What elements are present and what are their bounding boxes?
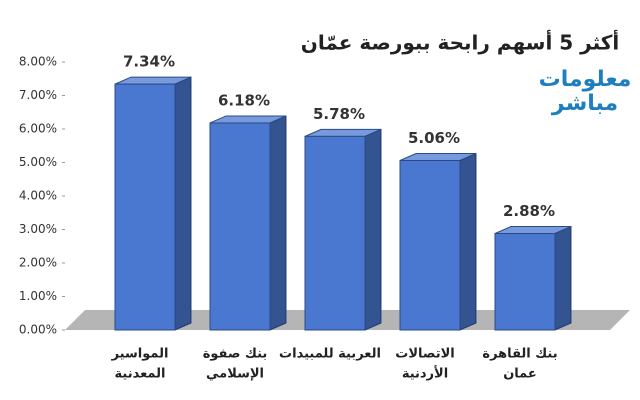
x-tick-label: الأردنية [402,365,448,382]
logo-line: مباشر [551,91,618,116]
bar [209,122,271,331]
x-tick-label: الإسلامي [206,367,264,382]
value-label: 6.18% [218,91,270,109]
y-tick-label: 3.00% [19,222,57,236]
y-tick-label: 5.00% [19,155,57,169]
value-label: 2.88% [503,202,555,220]
bar [304,135,366,331]
x-tick-label: عمان [503,367,537,382]
bar-side-shade [555,226,571,330]
x-tick-label: المعدنية [115,367,166,382]
y-tick-label: 8.00% [19,55,57,69]
y-tick-label: 2.00% [19,256,57,270]
x-tick-label: المواسير [111,347,169,362]
chart-title: أكثر 5 أسهم رابحة ببورصة عمّان [301,29,620,55]
value-label: 5.78% [313,105,365,123]
y-tick-label: 4.00% [19,189,57,203]
bar-side-shade [175,77,191,330]
bar [399,159,461,331]
bar-side-shade [460,153,476,330]
logo-line: معلومات [539,67,632,92]
bar [114,83,176,331]
bar-side-shade [270,115,286,330]
y-tick-label: 1.00% [19,289,57,303]
y-tick-label: 7.00% [19,88,57,102]
bar [494,233,556,331]
x-tick-label: بنك صفوة [203,347,268,362]
value-label: 7.34% [123,53,175,71]
bar-side-shade [365,129,381,330]
x-tick-label: بنك القاهرة [482,347,557,362]
y-tick-label: 0.00% [19,323,57,337]
value-label: 5.06% [408,129,460,147]
y-tick-label: 6.00% [19,122,57,136]
x-tick-label: الاتصالات [395,347,454,362]
x-tick-label: العربية للمبيدات [279,347,381,362]
